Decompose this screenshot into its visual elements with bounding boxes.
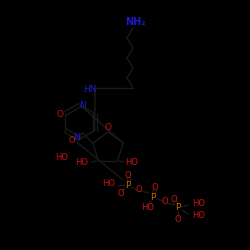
Text: HO: HO bbox=[76, 158, 88, 168]
Text: HO: HO bbox=[126, 158, 138, 168]
Text: O: O bbox=[104, 124, 112, 132]
Text: NH₂: NH₂ bbox=[125, 17, 145, 27]
Text: HO: HO bbox=[56, 154, 68, 162]
Text: O: O bbox=[57, 110, 64, 119]
Text: O: O bbox=[162, 196, 168, 205]
Text: P: P bbox=[175, 204, 181, 212]
Text: HN: HN bbox=[83, 86, 97, 94]
Text: HO: HO bbox=[102, 180, 115, 188]
Text: HO: HO bbox=[192, 200, 205, 208]
Text: N: N bbox=[74, 134, 80, 142]
Text: O: O bbox=[68, 136, 75, 144]
Text: O: O bbox=[125, 170, 131, 179]
Text: HO: HO bbox=[192, 212, 205, 220]
Text: N: N bbox=[80, 102, 86, 110]
Text: HO: HO bbox=[142, 202, 154, 211]
Text: O: O bbox=[118, 188, 124, 198]
Text: O: O bbox=[152, 182, 158, 192]
Text: O: O bbox=[171, 194, 177, 203]
Text: O: O bbox=[175, 216, 181, 224]
Text: P: P bbox=[125, 180, 131, 190]
Text: O: O bbox=[136, 184, 142, 194]
Text: P: P bbox=[150, 192, 156, 202]
